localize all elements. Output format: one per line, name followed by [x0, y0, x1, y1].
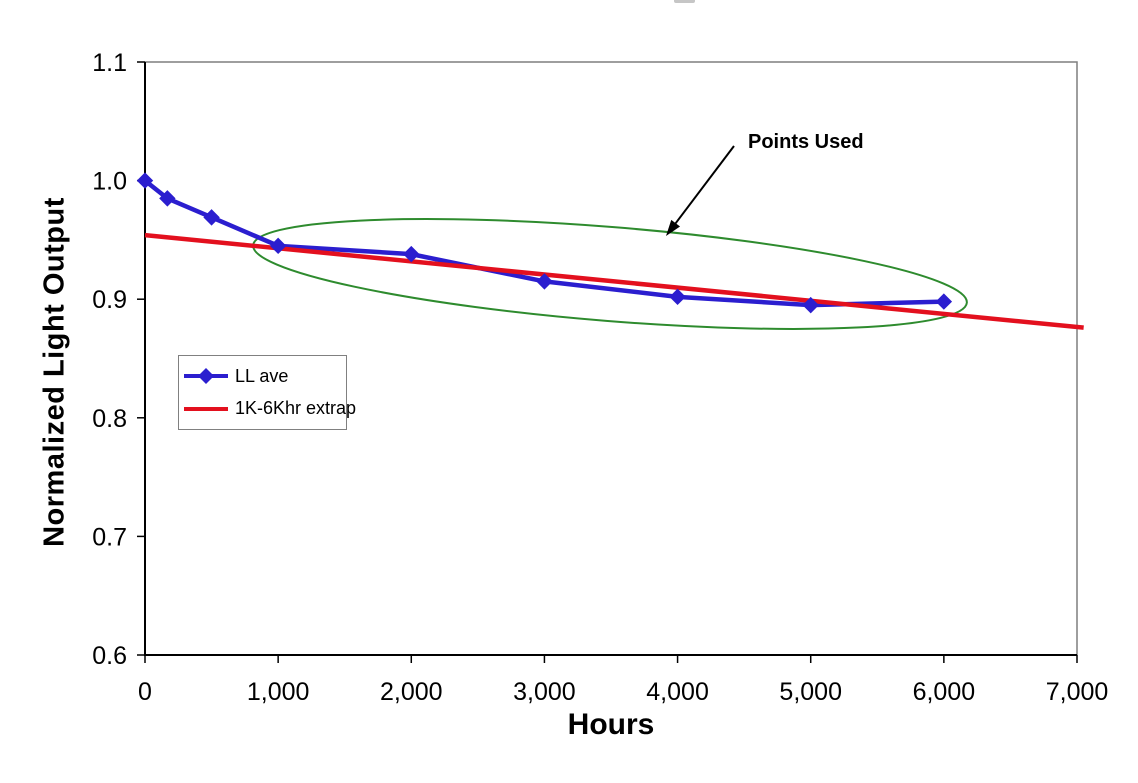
y-tick-label: 1.0: [92, 168, 127, 196]
legend-label: 1K-6Khr extrap: [235, 398, 357, 419]
y-tick-label: 0.7: [92, 523, 127, 551]
x-tick-label: 0: [138, 678, 152, 706]
cropped-title-fragment: [674, 0, 695, 3]
trend-line-extrap: [144, 232, 1084, 330]
data-point-marker: [159, 190, 176, 207]
blue-line-diamond-swatch: [184, 368, 228, 385]
x-tick-label: 7,000: [1046, 678, 1109, 706]
data-point-marker: [203, 209, 220, 226]
points-used-annotation: Points Used: [748, 131, 864, 153]
highlight-ellipse: [252, 218, 968, 330]
x-tick-label: 6,000: [913, 678, 976, 706]
data-point-marker: [136, 172, 154, 189]
legend-label: LL ave: [235, 365, 289, 386]
x-axis-title: Hours: [567, 708, 655, 741]
legend: LL ave 1K-6Khr extrap: [178, 355, 356, 430]
y-tick-label: 0.8: [92, 405, 127, 433]
data-point-marker: [403, 245, 420, 263]
legend-item-extrap: 1K-6Khr extrap: [183, 398, 356, 419]
data-point-marker: [802, 296, 819, 314]
x-tick-label: 1,000: [247, 678, 310, 706]
data-point-marker: [669, 288, 686, 306]
y-tick-label: 1.1: [92, 49, 127, 77]
data-point-marker: [269, 237, 287, 255]
x-tick-label: 2,000: [380, 678, 443, 706]
red-line-swatch: [184, 406, 228, 411]
legend-item-ll-ave: LL ave: [183, 366, 338, 387]
x-tick-label: 4,000: [646, 678, 709, 706]
x-tick-label: 3,000: [513, 678, 576, 706]
x-tick-label: 5,000: [779, 678, 842, 706]
y-axis-title: Normalized Light Output: [38, 197, 71, 547]
plot-border: [145, 61, 1078, 655]
annotation-arrow-line: [672, 145, 735, 228]
annotation-arrow-head: [666, 219, 681, 236]
y-tick-label: 0.6: [92, 642, 127, 670]
y-tick-label: 0.9: [92, 286, 127, 314]
data-point-marker: [935, 293, 953, 310]
data-point-marker: [536, 273, 553, 290]
